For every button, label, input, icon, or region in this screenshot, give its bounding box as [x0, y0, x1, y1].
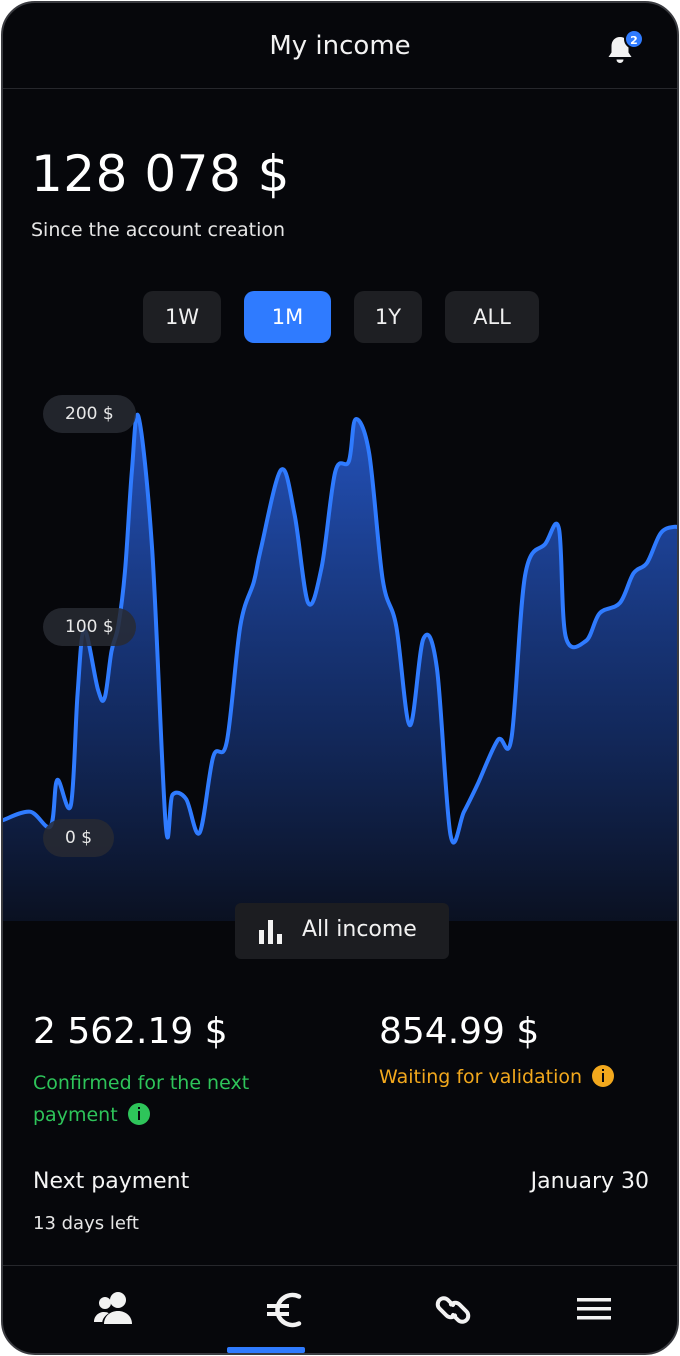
y-axis-tick: 0 $ [43, 819, 115, 857]
chart-area-fill [3, 414, 677, 921]
pending-amount: 854.99 $ [379, 1011, 540, 1052]
confirmed-amount: 2 562.19 $ [33, 1011, 228, 1052]
y-axis-tick: 100 $ [43, 608, 136, 646]
page-title: My income [269, 31, 411, 61]
income-chart: 200 $ 100 $ 0 $ [3, 363, 677, 923]
days-left: 13 days left [33, 1213, 139, 1234]
notification-badge: 2 [624, 29, 644, 49]
all-income-button[interactable]: All income [235, 903, 449, 959]
nav-users[interactable] [30, 1266, 200, 1353]
bar-chart-icon [259, 920, 282, 944]
all-income-label: All income [302, 917, 417, 942]
y-axis-tick: 200 $ [43, 395, 136, 433]
euro-icon [267, 1292, 302, 1328]
range-tabs: 1W 1M 1Y ALL [3, 291, 677, 343]
pending-label: Waiting for validation [379, 1066, 583, 1088]
header: My income 2 [3, 3, 677, 89]
tab-1m[interactable]: 1M [244, 291, 331, 343]
info-icon[interactable] [127, 1103, 150, 1125]
tab-1w[interactable]: 1W [143, 291, 221, 343]
next-payment-label: Next payment [33, 1169, 190, 1194]
confirmed-caption: Confirmed for the next payment [33, 1067, 293, 1131]
menu-icon [577, 1298, 611, 1320]
users-icon [94, 1292, 132, 1324]
bottom-nav [3, 1265, 677, 1353]
total-income-caption: Since the account creation [31, 219, 286, 241]
link-icon [435, 1296, 471, 1324]
nav-links[interactable] [370, 1266, 540, 1353]
info-icon[interactable] [592, 1065, 615, 1087]
tab-1y[interactable]: 1Y [354, 291, 422, 343]
confirmed-label: Confirmed for the next payment [33, 1072, 250, 1126]
pending-caption: Waiting for validation [379, 1065, 615, 1088]
tab-all[interactable]: ALL [445, 291, 539, 343]
next-payment-date: January 30 [530, 1169, 649, 1194]
nav-menu[interactable] [509, 1266, 677, 1353]
total-income: 128 078 $ [31, 145, 290, 203]
nav-income[interactable] [200, 1266, 370, 1353]
active-nav-indicator [227, 1347, 305, 1353]
